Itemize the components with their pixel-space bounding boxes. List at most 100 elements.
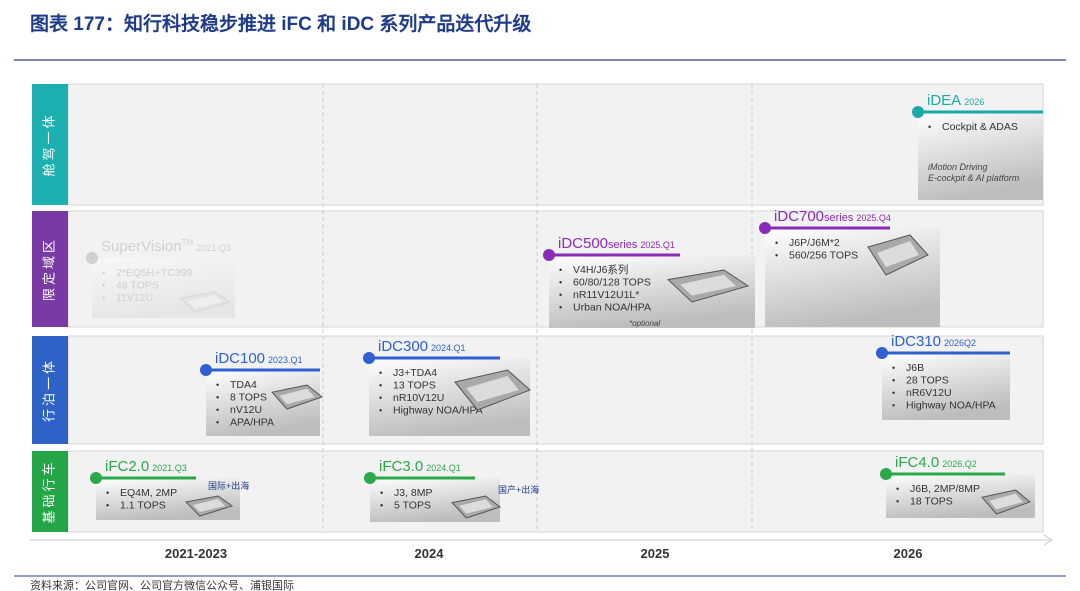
spec-item: 8 TOPS — [230, 392, 267, 404]
spec-item: 11V12U — [116, 292, 153, 304]
spec-box — [918, 112, 1043, 200]
spec-item: J6B, 2MP/8MP — [910, 483, 980, 495]
release-date: 2024.Q1 — [431, 343, 466, 353]
spec-note: E-cockpit & AI platform — [928, 173, 1020, 183]
release-date: 2024.Q1 — [426, 463, 461, 473]
product-name: iDC310 2026Q2 — [891, 333, 976, 350]
product-model: iDC310 — [891, 333, 941, 350]
bullet-dot: • — [216, 380, 219, 390]
product-layer: iDEA 2026 • Cockpit & ADAS iMotion DrivingE-… — [86, 92, 1043, 522]
bullet-dot: • — [102, 268, 105, 278]
row-label-bar — [32, 336, 68, 444]
product-name: SuperVisionTM2021.Q3 — [101, 238, 231, 255]
milestone-dot — [363, 352, 375, 364]
product-name: iDC300 2024.Q1 — [378, 338, 466, 355]
device-face — [279, 388, 315, 405]
product-series: series — [824, 212, 854, 224]
product-name: iDC700series 2025.Q4 — [774, 208, 891, 225]
spec-item: nR10V12U — [393, 392, 444, 404]
product-card: iFC3.0 2024.Q1 • J3, 8MP • 5 TOPS 国产+出海 — [364, 458, 539, 522]
spec-item: Highway NOA/HPA — [393, 405, 483, 417]
title: 图表 177：知行科技稳步推进 iFC 和 iDC 系列产品迭代升级 — [30, 12, 531, 35]
spec-item: 13 TOPS — [393, 380, 436, 392]
milestone-dot — [86, 252, 98, 264]
milestone-dot — [364, 472, 376, 484]
product-name: iFC2.0 2021.Q3 — [105, 458, 187, 475]
product-model: iDC300 — [378, 338, 428, 355]
bullet-dot: • — [928, 122, 931, 132]
spec-item: 5 TOPS — [394, 500, 431, 512]
milestone-dot — [543, 249, 555, 261]
year-label: 2026 — [894, 546, 923, 561]
spec-item: 1.1 TOPS — [120, 500, 166, 512]
bullet-dot: • — [775, 238, 778, 248]
device-face — [187, 295, 223, 308]
market-tag: 国际+出海 — [208, 480, 249, 491]
bullet-dot: • — [216, 393, 219, 403]
spec-item: Cockpit & ADAS — [942, 121, 1018, 133]
product-card: SuperVisionTM2021.Q3 • 2*EQ5H+TC399 • 48 TOP… — [86, 238, 235, 318]
milestone-dot — [759, 222, 771, 234]
product-model: iFC2.0 — [105, 458, 149, 475]
release-date: 2026.Q2 — [942, 459, 977, 469]
bullet-dot: • — [559, 278, 562, 288]
device-face — [680, 274, 736, 296]
device-face — [877, 241, 919, 267]
year-label: 2024 — [415, 546, 445, 561]
product-model: iDEA — [927, 92, 961, 109]
spec-item: J6B — [906, 362, 924, 374]
device-face — [459, 499, 493, 514]
product-card: iDEA 2026 • Cockpit & ADAS iMotion DrivingE-… — [912, 92, 1043, 200]
row-label-bar — [32, 451, 68, 532]
milestone-dot — [912, 106, 924, 118]
release-date: 2026Q2 — [944, 338, 976, 348]
product-name: iFC4.0 2026.Q2 — [895, 454, 977, 471]
device-face — [989, 493, 1023, 510]
spec-item: nR6V12U — [906, 387, 952, 399]
spec-item: TDA4 — [230, 379, 257, 391]
product-card: iDC700series 2025.Q4 • J6P/J6M*2 • 560/256 TO… — [759, 208, 940, 327]
milestone-dot — [876, 347, 888, 359]
product-model: SuperVision — [101, 238, 182, 255]
product-card: iDC310 2026Q2 • J6B • 28 TOPS • nR6V12U • Highway… — [876, 333, 1010, 420]
bullet-dot: • — [102, 293, 105, 303]
product-series: series — [608, 239, 638, 251]
spec-box — [882, 353, 1010, 420]
spec-item: EQ4M, 2MP — [120, 487, 177, 499]
bullet-dot: • — [380, 501, 383, 511]
row-label: 舱驾一体 — [41, 112, 56, 176]
release-date: 2025.Q4 — [856, 213, 891, 223]
bullet-dot: • — [559, 265, 562, 275]
release-date: 2025.Q1 — [640, 240, 675, 250]
spec-item: J3+TDA4 — [393, 367, 437, 379]
bullet-dot: • — [559, 290, 562, 300]
product-card: iDC300 2024.Q1 • J3+TDA4 • 13 TOPS • nR10V12U • H… — [363, 338, 531, 436]
product-model: iFC4.0 — [895, 454, 939, 471]
bullet-dot: • — [892, 401, 895, 411]
time-axis-arrow — [1043, 534, 1053, 546]
row-band — [67, 83, 1044, 206]
spec-note: *optional — [629, 319, 660, 328]
bullet-dot: • — [379, 381, 382, 391]
spec-item: J6P/J6M*2 — [789, 237, 840, 249]
product-card: iFC4.0 2026.Q2 • J6B, 2MP/8MP • 18 TOPS — [880, 454, 1035, 518]
source: 资料来源：公司官网、公司官方微信公众号、浦银国际 — [30, 578, 294, 591]
spec-item: 48 TOPS — [116, 280, 159, 292]
spec-item: 2*EQ5H+TC399 — [116, 267, 192, 279]
bullet-dot: • — [380, 488, 383, 498]
bullet-dot: • — [216, 418, 219, 428]
product-model: iDC700 — [774, 208, 824, 225]
spec-item: 18 TOPS — [910, 496, 953, 508]
product-name: iDC100 2023.Q1 — [215, 350, 303, 367]
spec-item: 560/256 TOPS — [789, 250, 858, 262]
product-card: iDC500series 2025.Q1 • V4H/J6系列 • 60/80/128 T… — [543, 235, 755, 328]
bullet-dot: • — [892, 376, 895, 386]
milestone-dot — [200, 364, 212, 376]
row-label-bar — [32, 84, 68, 205]
bullet-dot: • — [559, 303, 562, 313]
year-label: 2025 — [641, 546, 670, 561]
bullet-dot: • — [379, 406, 382, 416]
device-face — [466, 376, 519, 402]
spec-item: APA/HPA — [230, 417, 274, 429]
